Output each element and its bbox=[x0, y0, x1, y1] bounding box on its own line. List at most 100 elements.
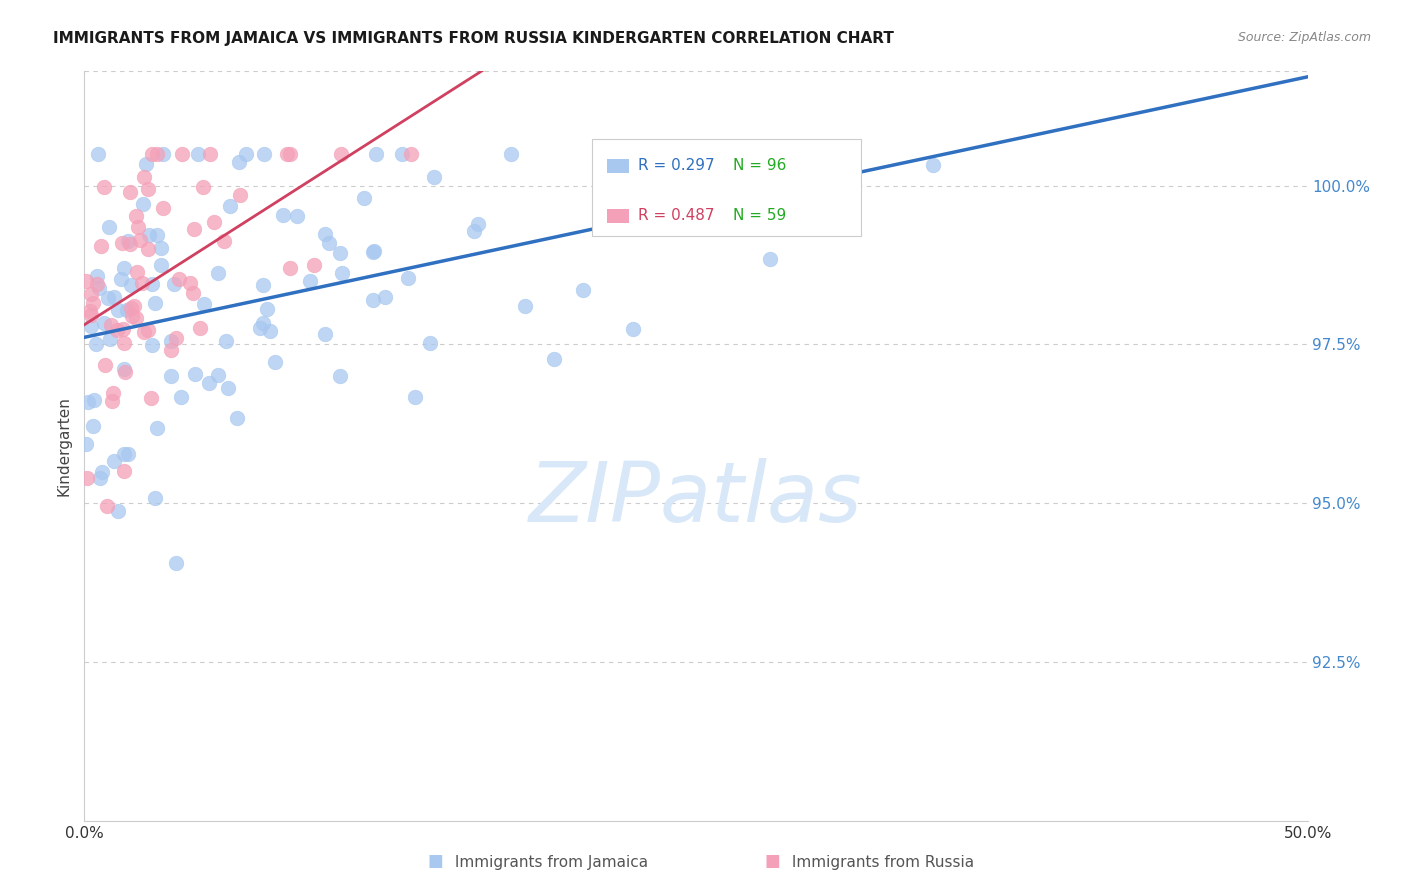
Point bbox=[198, 147, 221, 161]
Point bbox=[135, 156, 157, 170]
Point bbox=[207, 266, 229, 280]
Point bbox=[89, 281, 111, 295]
Point bbox=[207, 368, 229, 383]
Point bbox=[136, 323, 159, 337]
Point bbox=[396, 270, 419, 285]
Point bbox=[80, 287, 103, 301]
Point bbox=[80, 319, 103, 334]
Text: IMMIGRANTS FROM JAMAICA VS IMMIGRANTS FROM RUSSIA KINDERGARTEN CORRELATION CHART: IMMIGRANTS FROM JAMAICA VS IMMIGRANTS FR… bbox=[53, 31, 894, 46]
Point bbox=[159, 334, 181, 348]
Point bbox=[84, 336, 107, 351]
Point bbox=[76, 471, 98, 485]
Point bbox=[318, 236, 340, 251]
Point bbox=[256, 302, 278, 317]
Point bbox=[103, 454, 125, 468]
Text: ZIPatlas: ZIPatlas bbox=[529, 458, 863, 539]
Text: ■: ■ bbox=[427, 852, 443, 870]
Point bbox=[391, 147, 413, 161]
Point bbox=[132, 196, 155, 211]
Point bbox=[259, 324, 281, 338]
Point bbox=[159, 343, 181, 357]
Point bbox=[353, 191, 375, 205]
Point bbox=[112, 335, 135, 350]
Point bbox=[419, 335, 441, 350]
Point bbox=[79, 304, 101, 318]
Point bbox=[198, 376, 221, 390]
Point bbox=[146, 147, 169, 161]
Point bbox=[302, 258, 325, 272]
Point bbox=[662, 147, 685, 161]
Point bbox=[226, 411, 249, 425]
Point bbox=[139, 391, 162, 405]
Point bbox=[229, 187, 252, 202]
Point bbox=[91, 465, 114, 479]
Point bbox=[118, 185, 141, 199]
Point bbox=[187, 147, 209, 161]
Point bbox=[75, 437, 97, 451]
Point bbox=[86, 277, 108, 291]
Point bbox=[170, 147, 193, 161]
Point bbox=[86, 147, 108, 161]
Point bbox=[170, 390, 193, 404]
Point bbox=[184, 367, 207, 381]
Text: Immigrants from Russia: Immigrants from Russia bbox=[787, 855, 974, 870]
Point bbox=[150, 259, 173, 273]
Point bbox=[314, 327, 336, 342]
Point bbox=[252, 317, 274, 331]
Point bbox=[404, 390, 426, 404]
Point bbox=[105, 323, 128, 337]
Point bbox=[361, 244, 384, 259]
Point bbox=[167, 272, 190, 286]
Point bbox=[467, 217, 489, 231]
Point bbox=[131, 276, 153, 290]
Point bbox=[212, 234, 235, 248]
Point bbox=[132, 170, 155, 185]
Point bbox=[361, 293, 384, 307]
Point bbox=[143, 296, 166, 310]
Text: Immigrants from Jamaica: Immigrants from Jamaica bbox=[450, 855, 648, 870]
Point bbox=[122, 299, 145, 313]
Point bbox=[101, 394, 124, 409]
Point bbox=[219, 199, 242, 213]
Point bbox=[129, 233, 152, 247]
Point bbox=[278, 147, 301, 161]
Point bbox=[285, 209, 308, 223]
Point bbox=[278, 260, 301, 275]
Point bbox=[759, 252, 782, 266]
Point bbox=[193, 180, 215, 194]
Point bbox=[215, 334, 238, 349]
Point bbox=[83, 393, 105, 408]
Text: R = 0.487: R = 0.487 bbox=[638, 209, 716, 224]
FancyBboxPatch shape bbox=[592, 139, 860, 236]
Point bbox=[111, 236, 134, 251]
Text: ■: ■ bbox=[765, 852, 780, 870]
Point bbox=[80, 308, 103, 322]
Point bbox=[98, 219, 121, 234]
Point bbox=[374, 290, 396, 304]
Point bbox=[193, 297, 215, 311]
Point bbox=[141, 147, 163, 161]
Point bbox=[107, 504, 129, 518]
Point bbox=[314, 227, 336, 241]
Point bbox=[136, 182, 159, 196]
Point bbox=[82, 296, 104, 310]
Point bbox=[330, 266, 353, 280]
Text: N = 96: N = 96 bbox=[733, 158, 786, 173]
Point bbox=[103, 290, 125, 304]
Point bbox=[141, 277, 163, 292]
Point bbox=[513, 299, 536, 313]
Point bbox=[86, 269, 108, 284]
Point bbox=[125, 265, 148, 279]
Point bbox=[97, 291, 120, 305]
Point bbox=[756, 147, 779, 161]
Point bbox=[127, 220, 149, 235]
Point bbox=[228, 155, 250, 169]
Point bbox=[163, 277, 186, 291]
Text: Source: ZipAtlas.com: Source: ZipAtlas.com bbox=[1237, 31, 1371, 45]
Point bbox=[93, 180, 115, 194]
Point bbox=[621, 322, 644, 336]
Point bbox=[112, 465, 135, 479]
Point bbox=[146, 420, 169, 434]
Point bbox=[75, 274, 97, 288]
Point bbox=[152, 201, 174, 215]
